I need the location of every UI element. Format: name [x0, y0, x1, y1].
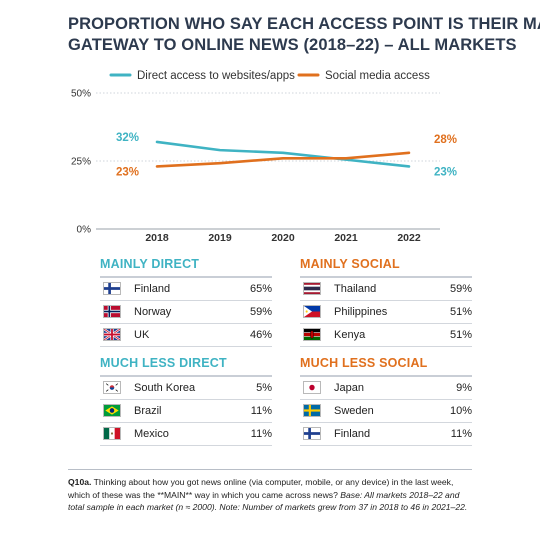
legend-label: Social media access [325, 70, 430, 82]
x-tick-label: 2019 [208, 232, 232, 244]
chart-title-line2: GATEWAY TO ONLINE NEWS (2018–22) – ALL M… [68, 36, 517, 54]
country-name: Kenya [334, 329, 366, 341]
country-name: Japan [334, 382, 364, 394]
y-tick-label: 25% [71, 157, 91, 168]
country-name: Norway [134, 306, 172, 318]
data-label: 23% [116, 166, 139, 178]
footnote-question: Thinking about how you got news online (… [68, 477, 454, 500]
data-label: 23% [434, 166, 457, 178]
table-mainly-social: MAINLY SOCIAL Thailand 59% Philippines 51% K… [300, 254, 472, 347]
japan-flag-icon [303, 381, 321, 394]
line-chart: 0% 25% 50% 2018 2019 2020 2021 2022 Direct acces… [71, 70, 457, 244]
table-row: Finland 65% [100, 278, 272, 301]
table-row: Sweden 10% [300, 400, 472, 423]
x-tick-label: 2018 [145, 232, 169, 244]
thailand-flag-icon [303, 282, 321, 295]
finland-flag-icon [103, 282, 121, 295]
series-line [155, 140, 411, 168]
x-tick-label: 2021 [334, 232, 358, 244]
table-heading: MUCH LESS SOCIAL [300, 353, 472, 377]
country-name: South Korea [134, 382, 196, 394]
chart-title: PROPORTION WHO SAY EACH ACCESS POINT IS … [68, 14, 540, 56]
uk-flag-icon [103, 328, 121, 341]
y-tick-label: 50% [71, 89, 91, 100]
finland-flag-icon [303, 427, 321, 440]
x-tick-label: 2020 [271, 232, 295, 244]
south-korea-flag-icon [103, 381, 121, 394]
country-value: 59% [449, 283, 472, 295]
footnote-base: Base: All markets 2018–22 and total samp… [68, 489, 468, 513]
legend-label: Direct access to websites/apps [137, 70, 295, 82]
country-name: Finland [334, 428, 371, 440]
sweden-flag-icon [303, 404, 321, 417]
table-row: South Korea 5% [100, 377, 272, 400]
brazil-flag-icon [103, 404, 121, 417]
table-heading: MAINLY DIRECT [100, 254, 272, 278]
country-value: 10% [449, 405, 472, 417]
data-label: 28% [434, 134, 457, 146]
kenya-flag-icon [303, 328, 321, 341]
table-mainly-direct: MAINLY DIRECT Finland 65% Norway 59% UK 46% [100, 254, 272, 347]
norway-flag-icon [103, 305, 121, 318]
table-heading: MAINLY SOCIAL [300, 254, 472, 278]
country-name: UK [134, 329, 150, 341]
philippines-flag-icon [303, 305, 321, 318]
footnote-question-label: Q10a. [68, 477, 92, 487]
country-name: Sweden [334, 405, 374, 417]
country-value: 11% [250, 405, 272, 417]
country-name: Thailand [334, 283, 377, 295]
y-tick-label: 0% [77, 225, 92, 236]
table-much-less-direct: MUCH LESS DIRECT South Korea 5% Brazil 11% M… [100, 353, 272, 446]
country-value: 51% [449, 329, 472, 341]
table-row: Norway 59% [100, 301, 272, 324]
country-value: 65% [249, 283, 272, 295]
table-much-less-social: MUCH LESS SOCIAL Japan 9% Sweden 10% Finland… [300, 353, 472, 446]
country-name: Mexico [134, 428, 169, 440]
country-name: Brazil [134, 405, 162, 417]
mexico-flag-icon [103, 427, 121, 440]
country-value: 11% [450, 428, 472, 440]
data-label: 32% [116, 132, 139, 144]
table-row: Finland 11% [300, 423, 472, 446]
country-value: 51% [449, 306, 472, 318]
table-row: Mexico 11% [100, 423, 272, 446]
table-heading: MUCH LESS DIRECT [100, 353, 272, 377]
series-line [155, 151, 411, 168]
table-row: Brazil 11% [100, 400, 272, 423]
country-value: 9% [456, 382, 472, 394]
country-name: Finland [134, 283, 171, 295]
table-row: Thailand 59% [300, 278, 472, 301]
country-value: 11% [250, 428, 272, 440]
footnote: Q10a. Thinking about how you got news on… [68, 469, 472, 514]
table-row: Japan 9% [300, 377, 472, 400]
x-tick-label: 2022 [397, 232, 421, 244]
country-name: Philippines [334, 306, 388, 318]
table-row: UK 46% [100, 324, 272, 347]
table-row: Philippines 51% [300, 301, 472, 324]
country-value: 46% [249, 329, 272, 341]
country-value: 59% [249, 306, 272, 318]
chart-title-line1: PROPORTION WHO SAY EACH ACCESS POINT IS … [68, 15, 540, 33]
table-row: Kenya 51% [300, 324, 472, 347]
country-value: 5% [256, 382, 272, 394]
